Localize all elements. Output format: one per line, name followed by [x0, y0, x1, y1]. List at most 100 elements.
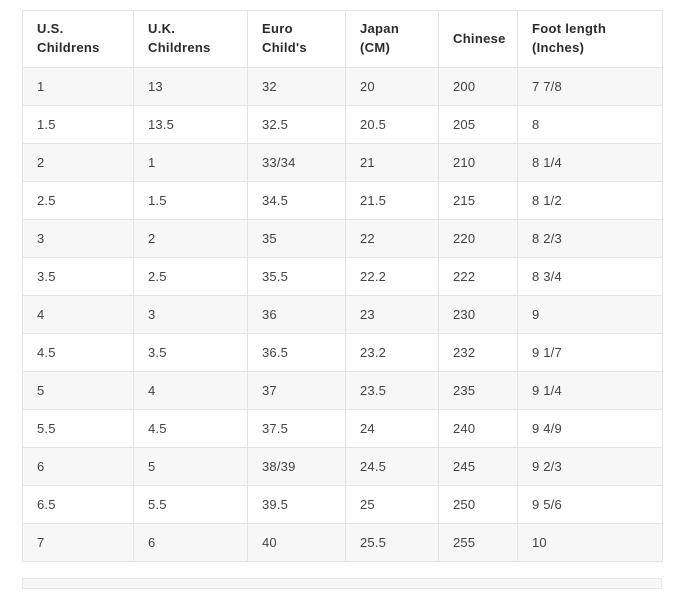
table-row: 7 6 40 25.5 255 10 [22, 523, 663, 562]
table-cell: 22.2 [345, 257, 439, 296]
table-cell: 8 2/3 [517, 219, 663, 258]
table-cell: 3 [133, 295, 248, 334]
table-cell: 9 4/9 [517, 409, 663, 448]
table-cell: 215 [438, 181, 518, 220]
table-cell: 35 [247, 219, 346, 258]
table-cell: 2.5 [22, 181, 134, 220]
table-cell: 1.5 [133, 181, 248, 220]
table-cell: 37 [247, 371, 346, 410]
table-cell: 1 [22, 67, 134, 106]
table-cell: 3.5 [133, 333, 248, 372]
table-cell: 21.5 [345, 181, 439, 220]
table-cell: 39.5 [247, 485, 346, 524]
column-header-5: Chinese [438, 10, 518, 68]
table-cell: 40 [247, 523, 346, 562]
table-cell: 9 5/6 [517, 485, 663, 524]
table-cell: 1 [133, 143, 248, 182]
table-cell: 210 [438, 143, 518, 182]
table-cell: 9 2/3 [517, 447, 663, 486]
table-cell: 255 [438, 523, 518, 562]
table-cell: 24.5 [345, 447, 439, 486]
table-cell: 5.5 [22, 409, 134, 448]
next-table-partial-row [22, 578, 662, 589]
table-cell: 37.5 [247, 409, 346, 448]
table-cell: 230 [438, 295, 518, 334]
table-cell: 2.5 [133, 257, 248, 296]
table-cell: 232 [438, 333, 518, 372]
table-cell: 25 [345, 485, 439, 524]
table-cell: 6 [22, 447, 134, 486]
table-cell: 24 [345, 409, 439, 448]
table-cell: 5 [133, 447, 248, 486]
table-row: 5 4 37 23.5 235 9 1/4 [22, 371, 663, 410]
table-cell: 4.5 [133, 409, 248, 448]
table-cell: 8 3/4 [517, 257, 663, 296]
table-cell: 6.5 [22, 485, 134, 524]
table-cell: 6 [133, 523, 248, 562]
table-cell: 20.5 [345, 105, 439, 144]
table-cell: 5 [22, 371, 134, 410]
table-row: 4 3 36 23 230 9 [22, 295, 663, 334]
table-row: 3 2 35 22 220 8 2/3 [22, 219, 663, 258]
table-cell: 9 1/4 [517, 371, 663, 410]
table-cell: 235 [438, 371, 518, 410]
table-cell: 200 [438, 67, 518, 106]
table-cell: 222 [438, 257, 518, 296]
table-cell: 23 [345, 295, 439, 334]
table-cell: 32.5 [247, 105, 346, 144]
table-row: 1 13 32 20 200 7 7/8 [22, 67, 663, 106]
table-cell: 23.5 [345, 371, 439, 410]
table-row: 2.5 1.5 34.5 21.5 215 8 1/2 [22, 181, 663, 220]
table-cell: 10 [517, 523, 663, 562]
table-cell: 21 [345, 143, 439, 182]
column-header-2: U.K. Childrens [133, 10, 248, 68]
table-cell: 38/39 [247, 447, 346, 486]
table-cell: 36 [247, 295, 346, 334]
table-cell: 13.5 [133, 105, 248, 144]
table-cell: 8 1/4 [517, 143, 663, 182]
table-cell: 8 1/2 [517, 181, 663, 220]
table-row: 2 1 33/34 21 210 8 1/4 [22, 143, 663, 182]
table-cell: 13 [133, 67, 248, 106]
table-cell: 25.5 [345, 523, 439, 562]
table-cell: 5.5 [133, 485, 248, 524]
table-cell: 2 [133, 219, 248, 258]
table-cell: 205 [438, 105, 518, 144]
table-row: 6 5 38/39 24.5 245 9 2/3 [22, 447, 663, 486]
table-cell: 220 [438, 219, 518, 258]
table-cell: 4 [133, 371, 248, 410]
table-cell: 23.2 [345, 333, 439, 372]
table-body: 1 13 32 20 200 7 7/8 1.5 13.5 32.5 20.5 205 8 2 1 33/3… [22, 67, 663, 562]
table-cell: 240 [438, 409, 518, 448]
table-cell: 20 [345, 67, 439, 106]
table-cell: 9 1/7 [517, 333, 663, 372]
shoe-size-conversion-table: U.S. Childrens U.K. Childrens Euro Child's… [22, 10, 663, 562]
table-row: 6.5 5.5 39.5 25 250 9 5/6 [22, 485, 663, 524]
table-cell: 9 [517, 295, 663, 334]
table-cell: 36.5 [247, 333, 346, 372]
table-row: 1.5 13.5 32.5 20.5 205 8 [22, 105, 663, 144]
table-cell: 250 [438, 485, 518, 524]
table-cell: 32 [247, 67, 346, 106]
table-cell: 7 [22, 523, 134, 562]
table-cell: 34.5 [247, 181, 346, 220]
table-row: 4.5 3.5 36.5 23.2 232 9 1/7 [22, 333, 663, 372]
column-header-1: U.S. Childrens [22, 10, 134, 68]
header-row: U.S. Childrens U.K. Childrens Euro Child's… [22, 10, 663, 68]
table-cell: 22 [345, 219, 439, 258]
table-row: 3.5 2.5 35.5 22.2 222 8 3/4 [22, 257, 663, 296]
table-cell: 3.5 [22, 257, 134, 296]
table-cell: 4 [22, 295, 134, 334]
table-cell: 3 [22, 219, 134, 258]
table-cell: 2 [22, 143, 134, 182]
table-cell: 4.5 [22, 333, 134, 372]
table-cell: 8 [517, 105, 663, 144]
table-row: 5.5 4.5 37.5 24 240 9 4/9 [22, 409, 663, 448]
column-header-4: Japan (CM) [345, 10, 439, 68]
table-cell: 245 [438, 447, 518, 486]
table-cell: 7 7/8 [517, 67, 663, 106]
column-header-3: Euro Child's [247, 10, 346, 68]
column-header-6: Foot length (Inches) [517, 10, 663, 68]
table-cell: 33/34 [247, 143, 346, 182]
